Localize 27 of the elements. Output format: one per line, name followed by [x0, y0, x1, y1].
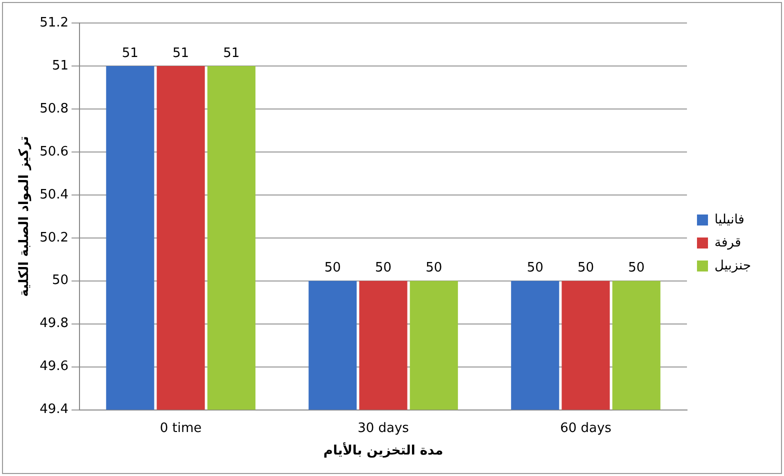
data-label: 51 [172, 46, 190, 61]
y-tick-label: 49.8 [40, 316, 69, 332]
y-tick-label: 50.6 [40, 144, 69, 160]
y-tick-label: 51 [52, 58, 69, 74]
data-label: 51 [122, 46, 138, 61]
x-tick-label: 0 time [160, 420, 202, 436]
x-axis-title: مدة التخزين بالأيام [323, 442, 444, 459]
x-tick-label: 30 days [358, 420, 410, 436]
y-tick-label: 50.4 [40, 187, 69, 202]
data-label: 50 [577, 260, 594, 276]
data-label: 50 [324, 260, 341, 276]
data-label: 50 [526, 260, 544, 276]
y-tick-label: 50.2 [40, 230, 69, 246]
data-label: 50 [426, 260, 442, 276]
x-tick-label: 60 days [560, 420, 612, 436]
y-axis-title: تركيز المواد الصلبة الكلية [17, 136, 32, 297]
y-tick-label: 49.6 [40, 359, 69, 374]
legend-label: قرفة [714, 235, 742, 250]
data-label: 50 [628, 260, 645, 276]
y-tick-label: 49.4 [40, 402, 69, 418]
y-tick-label: 51.2 [40, 15, 69, 30]
y-tick-label: 50.8 [40, 101, 69, 116]
legend-label: فانيليا [714, 212, 744, 228]
data-label: 51 [223, 46, 240, 61]
legend-label: جنزبيل [714, 258, 752, 274]
y-tick-label: 50 [52, 273, 69, 288]
data-label: 50 [374, 260, 392, 276]
